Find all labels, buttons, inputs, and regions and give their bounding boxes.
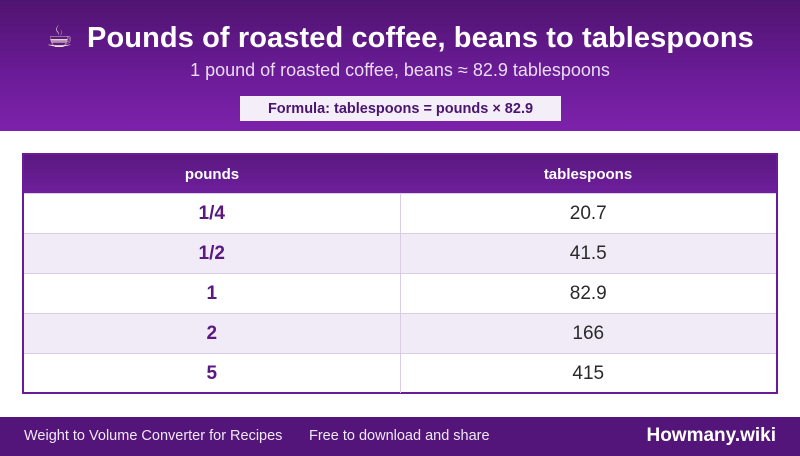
table-row: 1/2 41.5 [24,233,776,273]
pounds-cell: 5 [24,354,401,393]
table-row: 1 82.9 [24,273,776,313]
footer-app-name: Weight to Volume Converter for Recipes [24,428,283,444]
conversion-table: pounds tablespoons 1/4 20.7 1/2 41.5 1 8… [22,153,778,394]
table-row: 1/4 20.7 [24,193,776,233]
table-row: 5 415 [24,353,776,393]
tablespoons-cell: 41.5 [569,242,607,264]
column-header-tablespoons: tablespoons [543,165,633,183]
coffee-cup-icon: ☕ [46,20,74,55]
formula-box: Formula: tablespoons = pounds × 82.9 [240,96,561,121]
table-header-row: pounds tablespoons [24,155,776,193]
table-row: 2 166 [24,313,776,353]
title-row: ☕ Pounds of roasted coffee, beans to tab… [0,18,800,58]
footer-tagline: Free to download and share [309,428,490,444]
tablespoons-cell: 415 [572,362,605,384]
footer-bar: Weight to Volume Converter for Recipes F… [0,417,800,456]
pounds-cell: 1/2 [24,234,401,273]
tablespoons-cell: 20.7 [569,202,607,224]
page-subtitle: 1 pound of roasted coffee, beans ≈ 82.9 … [190,60,610,80]
pounds-cell: 1/4 [24,194,401,233]
tablespoons-cell: 82.9 [569,282,607,304]
header-banner: ☕ Pounds of roasted coffee, beans to tab… [0,0,800,131]
pounds-cell: 1 [24,274,401,313]
footer-brand-link[interactable]: Howmany.wiki [646,425,776,446]
page-title: Pounds of roasted coffee, beans to table… [87,21,754,54]
column-header-pounds: pounds [184,165,240,183]
pounds-cell: 2 [24,314,401,353]
tablespoons-cell: 166 [572,322,605,344]
